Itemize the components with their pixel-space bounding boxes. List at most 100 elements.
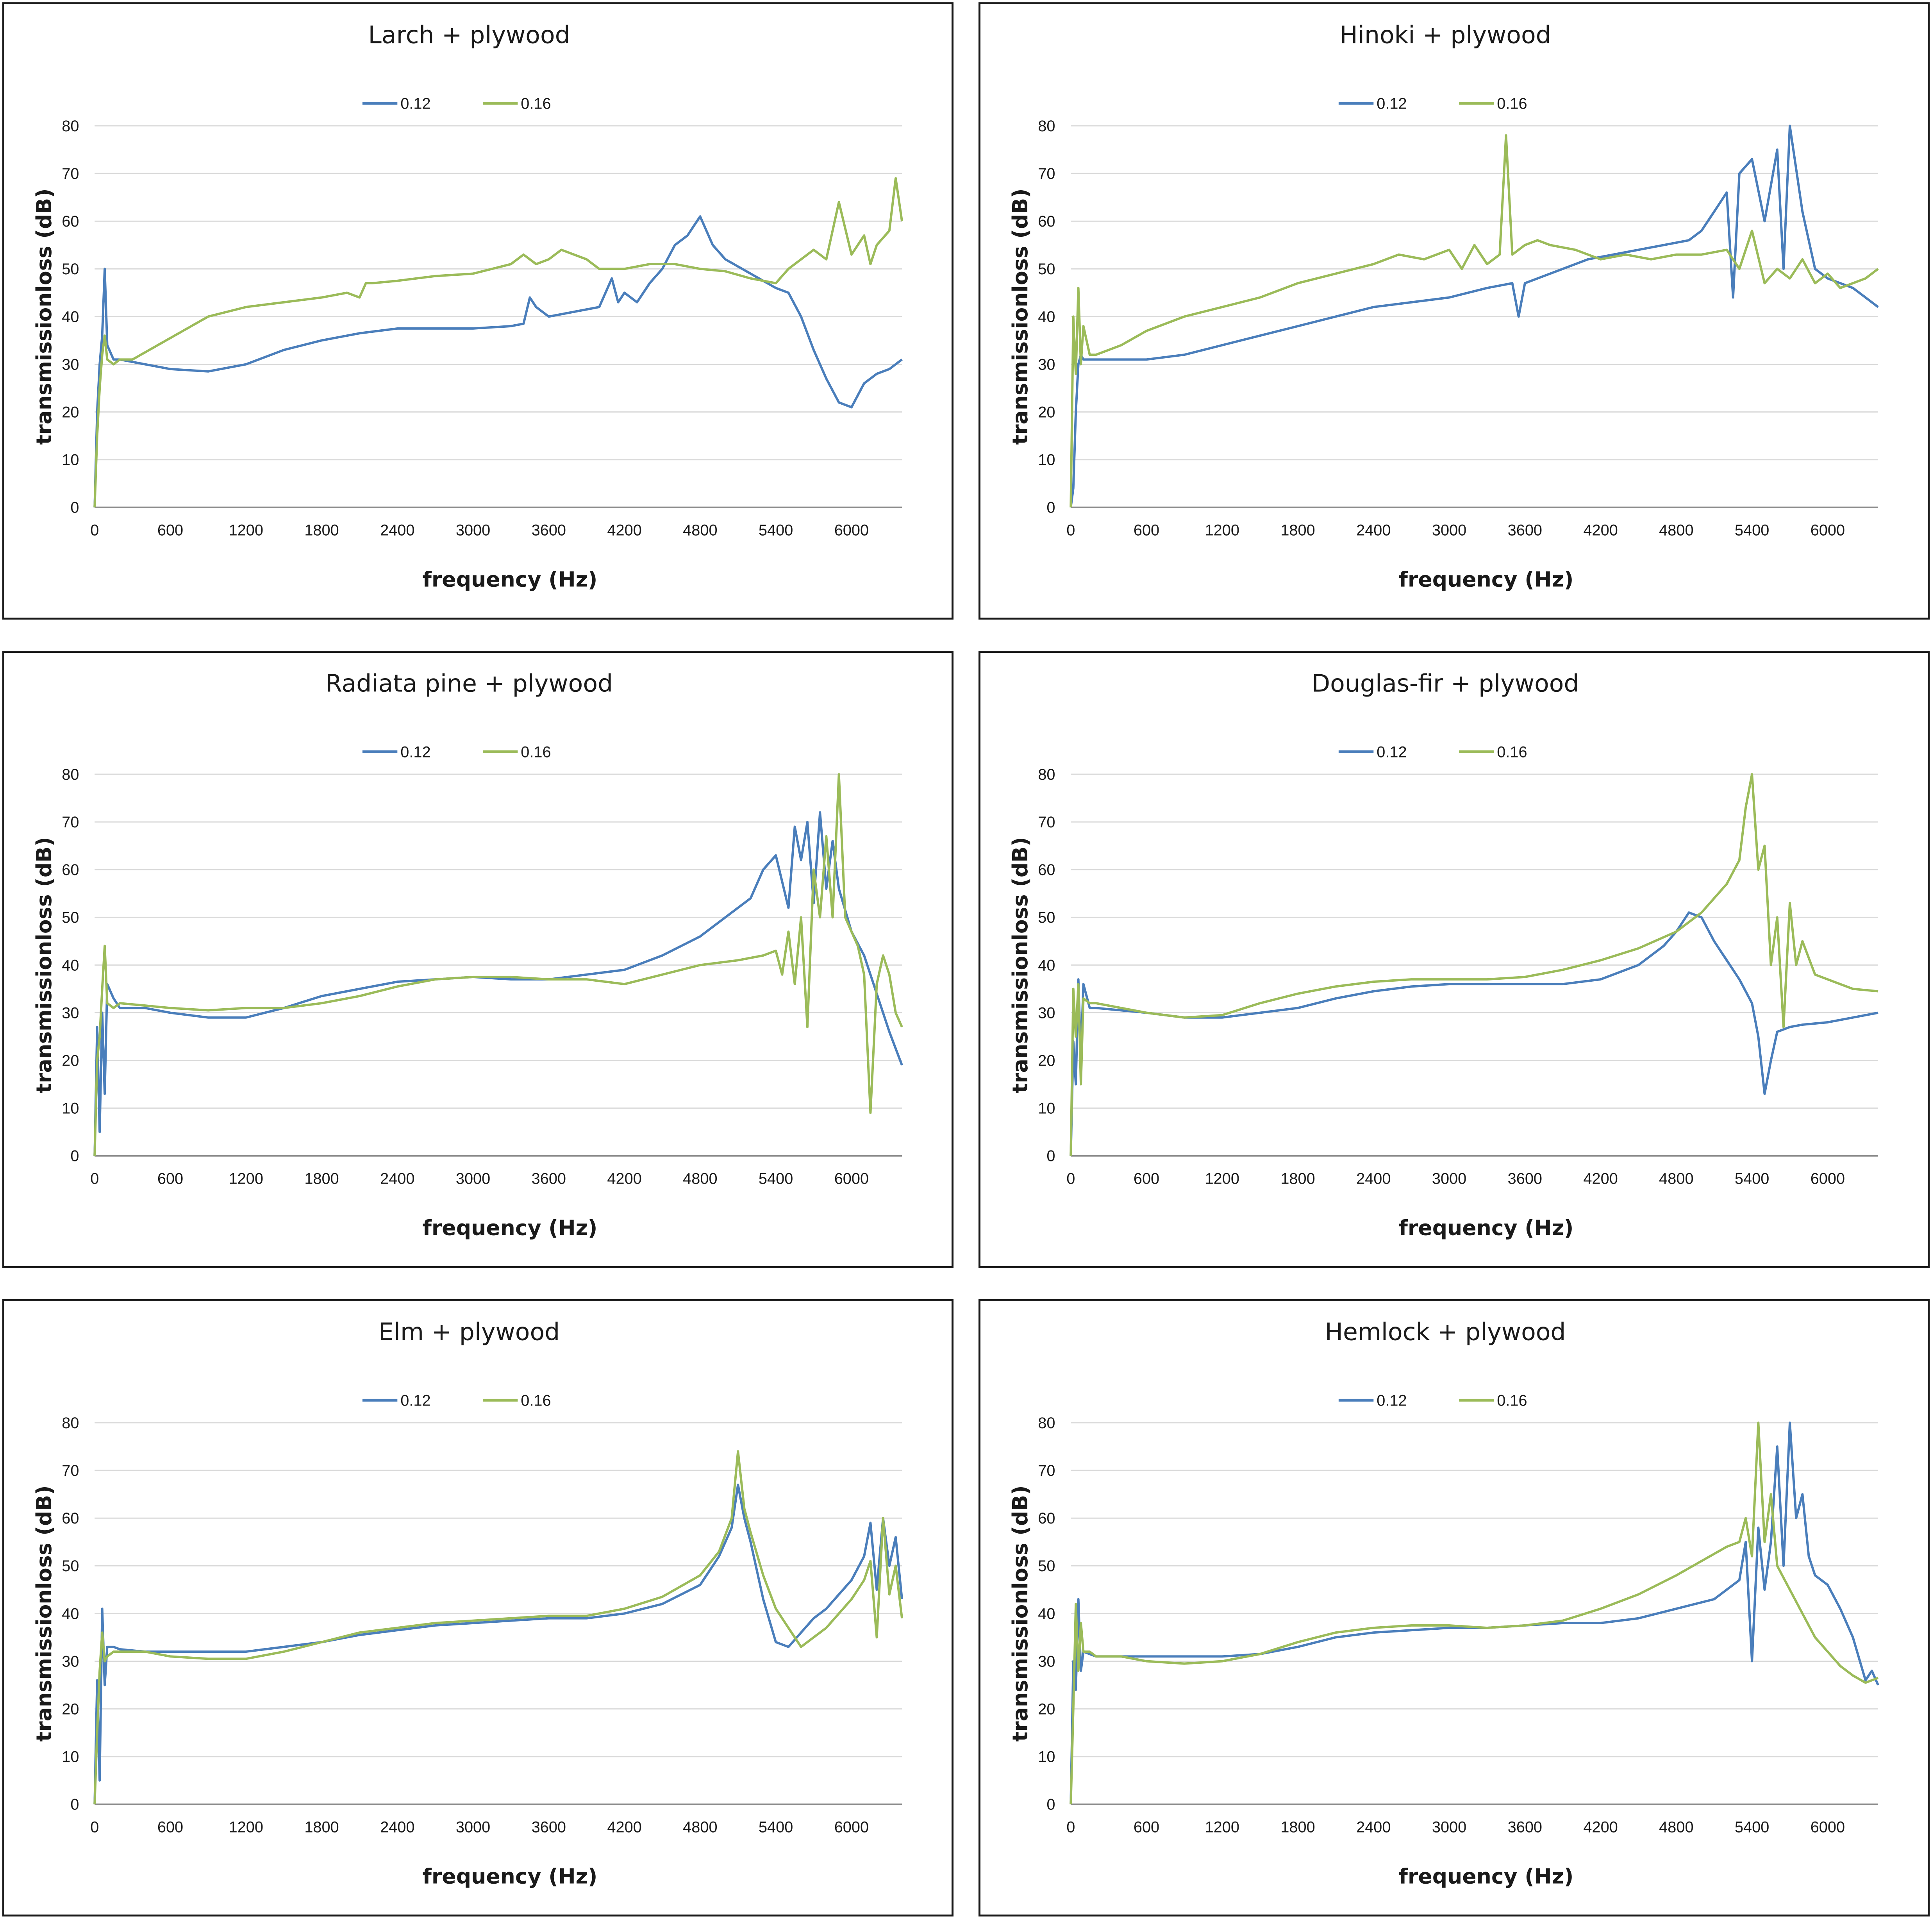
- y-axis-title: transmissionloss (dB): [32, 188, 56, 445]
- x-axis-title: frequency (Hz): [423, 567, 598, 592]
- x-tick-label: 0: [1066, 522, 1075, 539]
- y-axis-title: transmissionloss (dB): [1008, 188, 1032, 445]
- x-tick-label: 2400: [1356, 1170, 1391, 1187]
- legend-label: 0.12: [400, 95, 430, 112]
- y-tick-label: 40: [62, 308, 79, 325]
- y-tick-label: 70: [1038, 1462, 1055, 1479]
- x-tick-label: 600: [1134, 1170, 1159, 1187]
- chart-title: Hemlock + plywood: [1325, 1318, 1566, 1346]
- x-tick-label: 0: [90, 1818, 99, 1836]
- y-tick-label: 20: [1038, 1701, 1055, 1718]
- series-line-0-12: [1070, 125, 1879, 508]
- x-tick-label: 1200: [1205, 522, 1239, 539]
- series-line-0-12: [93, 215, 903, 507]
- y-tick-label: 30: [1038, 1004, 1055, 1022]
- y-tick-label: 30: [62, 356, 79, 373]
- x-tick-label: 6000: [834, 1818, 869, 1836]
- y-tick-label: 60: [1038, 861, 1055, 879]
- x-tick-label: 1200: [229, 1818, 263, 1836]
- y-tick-label: 10: [1038, 1100, 1055, 1117]
- chart-svg: Hinoki + plywood 0.12 0.16 0 10 20 30 40 50 60 70 8…: [1008, 21, 1879, 592]
- x-tick-label: 600: [1134, 522, 1159, 539]
- x-tick-label: 600: [157, 1170, 183, 1187]
- x-tick-label: 600: [157, 1818, 183, 1836]
- legend-label: 0.16: [1497, 1392, 1527, 1409]
- x-tick-label: 3000: [456, 1170, 490, 1187]
- x-tick-label: 4800: [683, 1818, 717, 1836]
- y-tick-label: 10: [62, 1100, 79, 1117]
- x-tick-label: 4200: [1583, 1170, 1618, 1187]
- x-axis-title: frequency (Hz): [1399, 1216, 1574, 1240]
- x-tick-label: 3600: [532, 522, 566, 539]
- chart-svg: Larch + plywood 0.12 0.16 0 10 20 30 40 50 60 70 80…: [32, 21, 904, 592]
- x-tick-label: 6000: [834, 522, 869, 539]
- x-tick-label: 6000: [1811, 522, 1845, 539]
- y-tick-label: 70: [1038, 814, 1055, 831]
- x-tick-label: 3000: [1432, 1818, 1466, 1836]
- series-line-0-12: [93, 1483, 904, 1804]
- chart-panel-hemlock: Hemlock + plywood 0.12 0.16 0 10 20 30 40 50 60 70…: [978, 1299, 1930, 1916]
- series-line-0-16: [1070, 134, 1879, 507]
- x-tick-label: 0: [1066, 1818, 1075, 1836]
- x-tick-label: 4200: [607, 1170, 641, 1187]
- legend-label: 0.16: [1497, 95, 1527, 112]
- y-tick-label: 40: [1038, 308, 1055, 325]
- chart-title: Radiata pine + plywood: [325, 669, 613, 697]
- x-tick-label: 4200: [1583, 522, 1618, 539]
- x-tick-label: 6000: [1811, 1170, 1845, 1187]
- chart-title: Elm + plywood: [379, 1318, 560, 1346]
- x-tick-label: 4800: [683, 522, 717, 539]
- x-tick-label: 4200: [607, 1818, 641, 1836]
- y-tick-label: 20: [1038, 404, 1055, 421]
- y-tick-label: 60: [1038, 213, 1055, 230]
- chart-svg: Elm + plywood 0.12 0.16 0 10 20 30 40 50 60 70 80 0 6…: [32, 1318, 904, 1889]
- y-tick-label: 80: [62, 118, 79, 135]
- y-axis-title: transmissionloss (dB): [1008, 837, 1032, 1093]
- x-tick-label: 5400: [1735, 522, 1769, 539]
- y-tick-label: 10: [1038, 452, 1055, 469]
- x-tick-label: 1200: [229, 522, 263, 539]
- series-line-0-12: [93, 811, 903, 1156]
- x-axis-title: frequency (Hz): [423, 1864, 598, 1889]
- x-axis-title: frequency (Hz): [1399, 567, 1574, 592]
- y-tick-label: 80: [1038, 118, 1055, 135]
- y-tick-label: 50: [62, 909, 79, 926]
- x-tick-label: 5400: [759, 522, 793, 539]
- y-tick-label: 30: [1038, 1653, 1055, 1670]
- series-line-0-16: [93, 773, 903, 1156]
- x-tick-label: 1800: [304, 522, 339, 539]
- y-tick-label: 30: [62, 1653, 79, 1670]
- x-tick-label: 4800: [1659, 1818, 1693, 1836]
- series-line-0-12: [1070, 911, 1878, 1156]
- y-tick-label: 10: [62, 1749, 79, 1766]
- chart-svg: Douglas-fir + plywood 0.12 0.16 0 10 20 30 40 50…: [1008, 669, 1878, 1240]
- y-tick-label: 20: [62, 404, 79, 421]
- y-tick-label: 40: [1038, 957, 1055, 974]
- x-tick-label: 1800: [304, 1170, 339, 1187]
- y-tick-label: 10: [1038, 1749, 1055, 1766]
- y-tick-label: 20: [1038, 1052, 1055, 1070]
- x-tick-label: 4800: [683, 1170, 717, 1187]
- x-tick-label: 3600: [1508, 522, 1542, 539]
- y-tick-label: 0: [70, 499, 79, 516]
- x-tick-label: 1200: [229, 1170, 263, 1187]
- y-tick-label: 60: [62, 861, 79, 879]
- y-tick-label: 40: [62, 1605, 79, 1622]
- x-axis-title: frequency (Hz): [1399, 1864, 1574, 1889]
- y-tick-label: 40: [62, 957, 79, 974]
- y-tick-label: 0: [1046, 1796, 1055, 1813]
- y-tick-label: 60: [1038, 1510, 1055, 1527]
- x-tick-label: 1200: [1205, 1170, 1239, 1187]
- legend-label: 0.12: [400, 743, 430, 761]
- y-tick-label: 20: [62, 1701, 79, 1718]
- x-tick-label: 2400: [380, 1170, 414, 1187]
- x-tick-label: 4800: [1659, 1170, 1693, 1187]
- y-tick-label: 70: [62, 814, 79, 831]
- legend-label: 0.12: [1377, 95, 1407, 112]
- y-tick-label: 80: [1038, 1415, 1055, 1432]
- y-tick-label: 0: [70, 1796, 79, 1813]
- x-tick-label: 5400: [1735, 1818, 1769, 1836]
- x-tick-label: 1800: [1280, 522, 1315, 539]
- y-tick-label: 50: [1038, 1557, 1055, 1575]
- x-tick-label: 3600: [532, 1170, 566, 1187]
